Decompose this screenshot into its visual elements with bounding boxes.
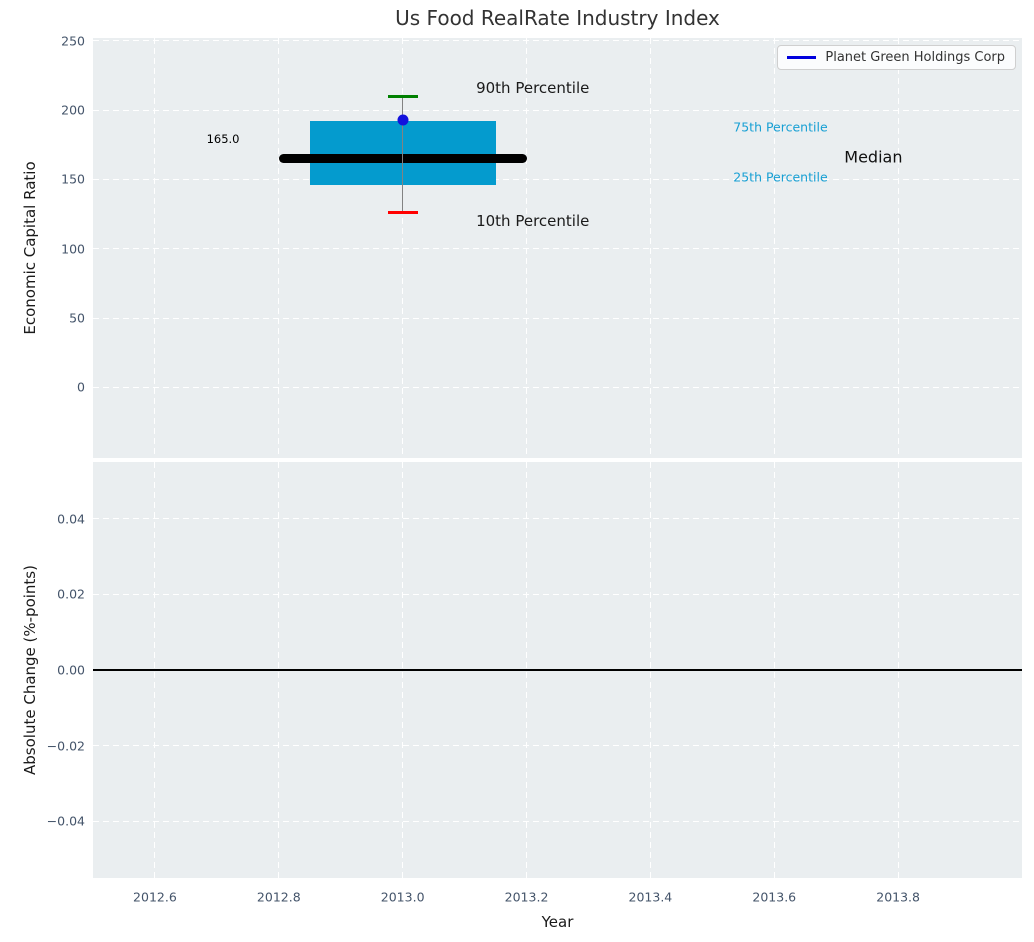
x-tick-label: 2013.2: [504, 889, 549, 905]
x-tick-label: 2013.8: [876, 889, 920, 905]
y-tick-label: 0.04: [57, 511, 85, 527]
gridline-vertical: [154, 38, 156, 458]
whisker-cap-10th: [387, 211, 418, 215]
top-axes: 90th Percentile 10th Percentile 75th Per…: [93, 38, 1022, 458]
y-tick-label: 0.00: [57, 662, 85, 678]
gridline-horizontal: [93, 820, 1022, 822]
x-tick-label: 2013.0: [380, 889, 425, 905]
annotation-25th-percentile: 25th Percentile: [733, 169, 828, 185]
chart-title: Us Food RealRate Industry Index: [395, 6, 720, 30]
annotation-10th-percentile: 10th Percentile: [476, 211, 590, 230]
y-tick-label: 50: [69, 310, 85, 326]
gridline-vertical: [526, 38, 528, 458]
gridline-horizontal: [93, 386, 1022, 388]
ylabel-economic-capital-ratio: Economic Capital Ratio: [21, 161, 39, 335]
gridline-vertical: [402, 38, 404, 458]
y-tick-label: 200: [61, 102, 85, 118]
gridline-horizontal: [93, 109, 1022, 111]
gridline-horizontal: [93, 518, 1022, 520]
x-tick-label: 2013.4: [628, 889, 673, 905]
x-tick-label: 2012.6: [133, 889, 177, 905]
whisker-cap-90th: [387, 94, 418, 98]
gridline-horizontal: [93, 40, 1022, 42]
gridline-vertical: [773, 38, 775, 458]
legend: Planet Green Holdings Corp: [777, 45, 1016, 70]
y-tick-label: 0: [77, 379, 85, 395]
x-tick-label: 2012.8: [256, 889, 301, 905]
y-tick-label: −0.04: [46, 813, 85, 829]
gridline-vertical: [278, 38, 280, 458]
zero-line: [93, 669, 1022, 671]
y-tick-label: 250: [61, 33, 85, 49]
x-tick-label: 2013.6: [752, 889, 797, 905]
bottom-axes: [93, 462, 1022, 878]
legend-label: Planet Green Holdings Corp: [825, 50, 1005, 65]
whisker-line: [401, 96, 404, 213]
annotation-median-value: 165.0: [206, 132, 240, 147]
y-tick-label: 0.02: [57, 586, 85, 602]
gridline-horizontal: [93, 248, 1022, 250]
gridline-vertical: [649, 38, 651, 458]
legend-line-sample: [787, 56, 817, 59]
y-tick-label: 100: [61, 241, 85, 257]
gridline-horizontal: [93, 317, 1022, 319]
gridline-horizontal: [93, 745, 1022, 747]
ylabel-absolute-change: Absolute Change (%-points): [21, 565, 39, 775]
annotation-90th-percentile: 90th Percentile: [476, 78, 590, 97]
gridline-horizontal: [93, 178, 1022, 180]
annotation-75th-percentile: 75th Percentile: [733, 119, 828, 135]
gridline-vertical: [897, 38, 899, 458]
xlabel-year: Year: [541, 913, 574, 931]
annotation-median: Median: [844, 147, 903, 167]
y-tick-label: −0.02: [46, 738, 85, 754]
y-tick-label: 150: [61, 171, 85, 187]
company-point-marker: [397, 114, 409, 126]
gridline-horizontal: [93, 593, 1022, 595]
